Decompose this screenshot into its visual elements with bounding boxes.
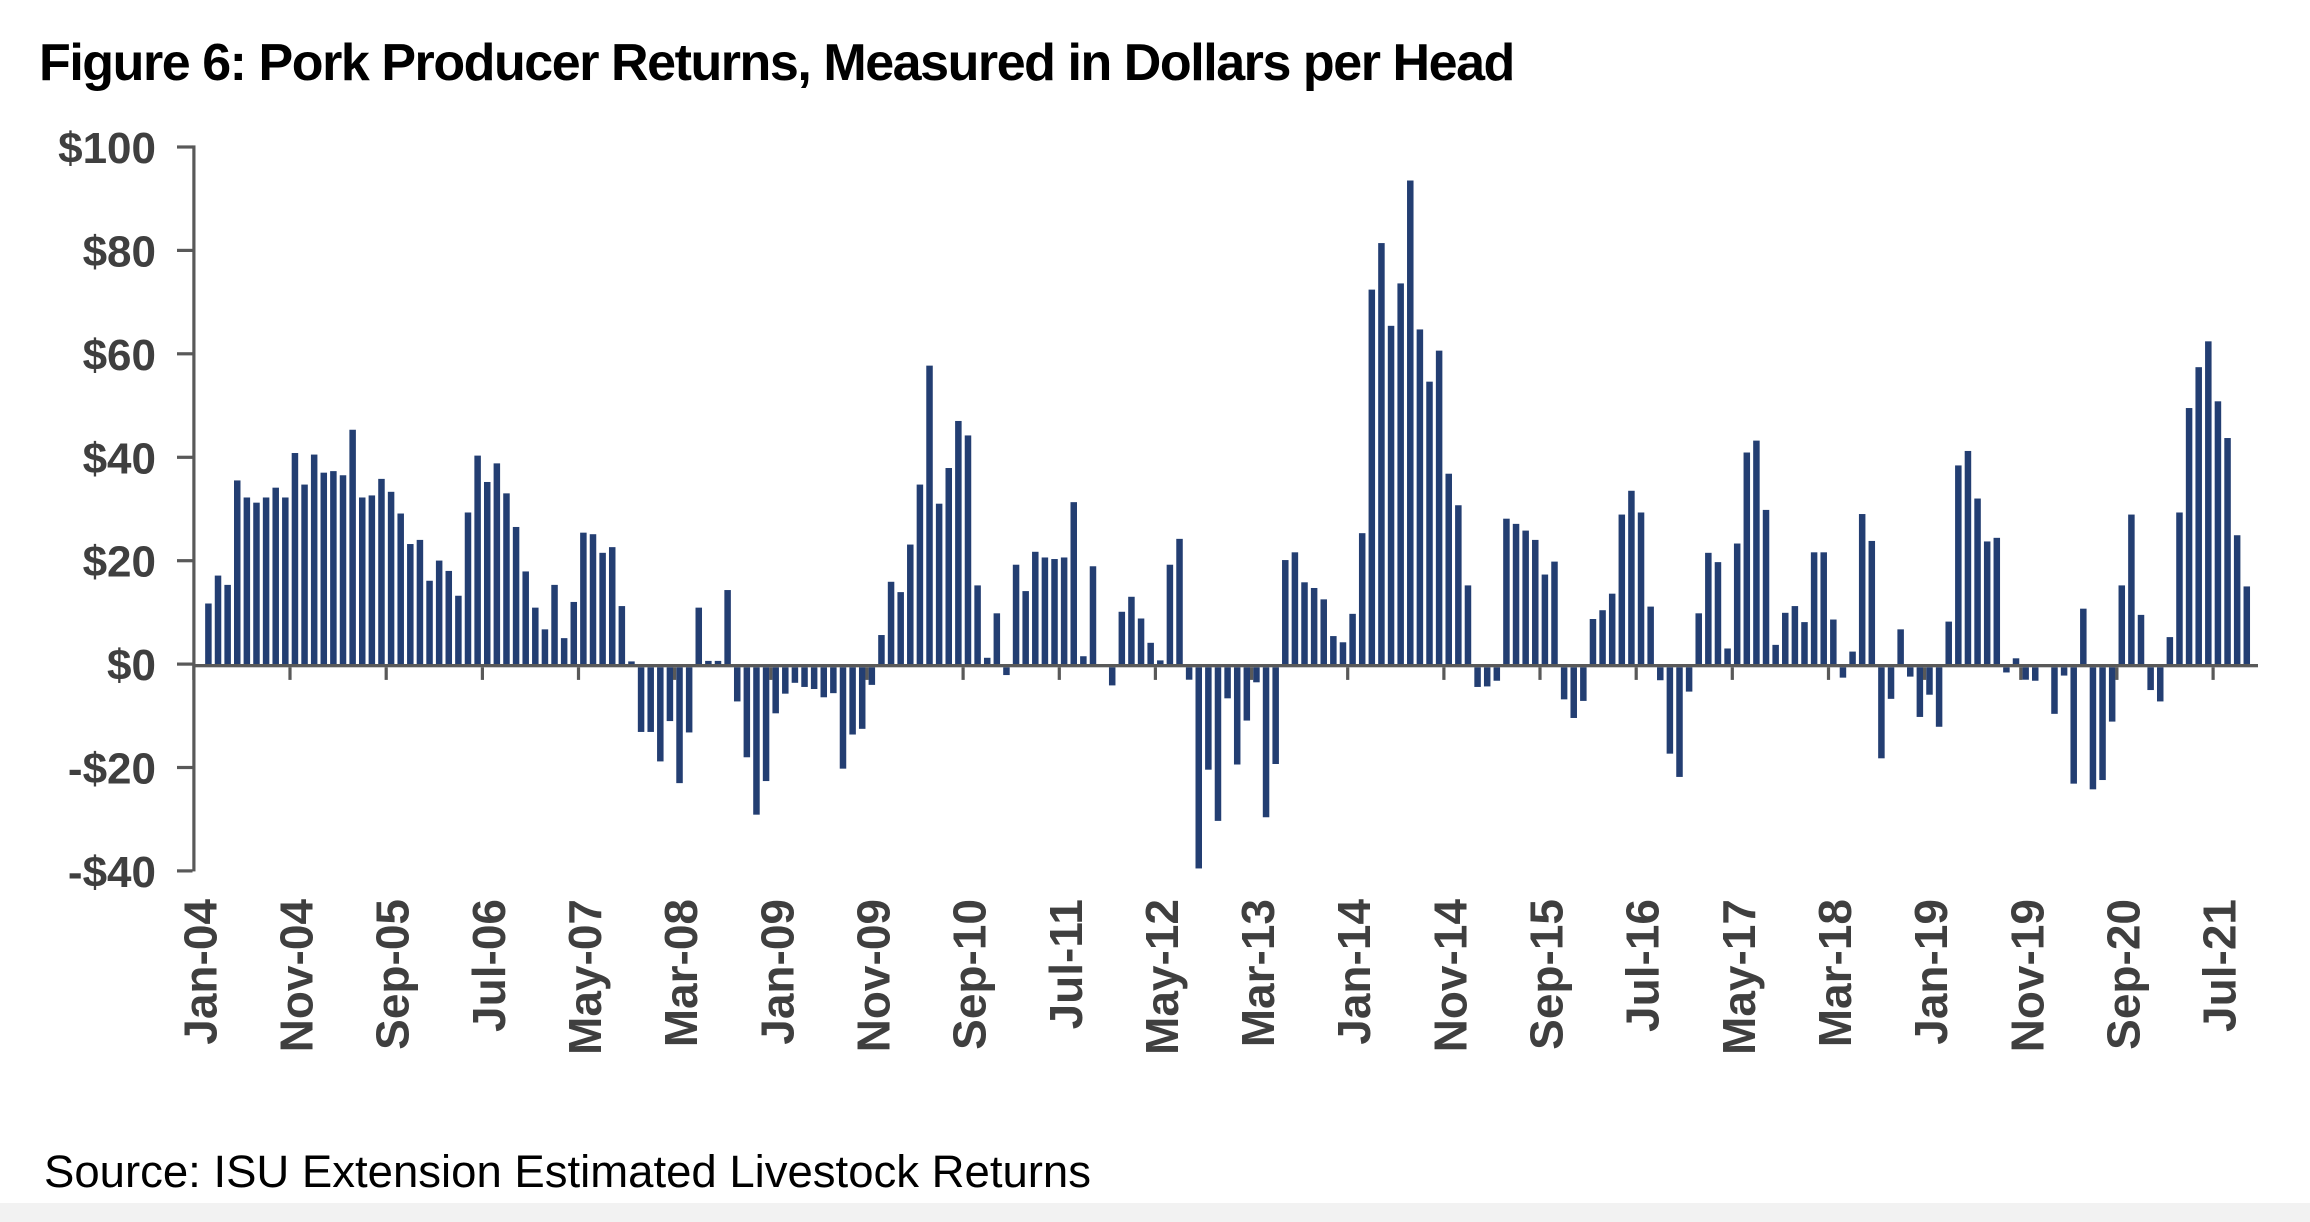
svg-text:Figure 6: Pork Producer Return: Figure 6: Pork Producer Returns, Measure… — [39, 34, 1514, 92]
svg-text:Sep-20: Sep-20 — [2097, 899, 2149, 1050]
svg-text:Jan-09: Jan-09 — [751, 899, 803, 1045]
svg-text:Source: ISU Extension Estimate: Source: ISU Extension Estimated Livestoc… — [44, 1146, 1091, 1197]
svg-text:May-17: May-17 — [1713, 899, 1765, 1055]
svg-text:$60: $60 — [83, 331, 156, 380]
svg-text:Jan-19: Jan-19 — [1905, 899, 1957, 1045]
svg-text:$100: $100 — [58, 124, 156, 173]
svg-text:Sep-05: Sep-05 — [367, 899, 419, 1050]
svg-text:May-07: May-07 — [559, 899, 611, 1055]
svg-text:-$40: -$40 — [68, 848, 156, 897]
svg-text:Jul-21: Jul-21 — [2194, 899, 2246, 1032]
svg-text:$20: $20 — [83, 538, 156, 587]
svg-text:Nov-19: Nov-19 — [2001, 899, 2053, 1052]
svg-text:Sep-10: Sep-10 — [944, 899, 996, 1050]
svg-text:Jan-04: Jan-04 — [174, 899, 226, 1045]
svg-text:Jul-11: Jul-11 — [1040, 899, 1092, 1029]
svg-text:Jul-06: Jul-06 — [463, 899, 515, 1032]
svg-text:May-12: May-12 — [1136, 899, 1188, 1055]
svg-text:$0: $0 — [107, 641, 156, 690]
svg-text:Nov-04: Nov-04 — [271, 899, 323, 1053]
svg-text:Mar-18: Mar-18 — [1809, 899, 1861, 1047]
svg-text:-$20: -$20 — [68, 745, 156, 794]
svg-text:Jan-14: Jan-14 — [1328, 899, 1380, 1045]
svg-text:Nov-14: Nov-14 — [1424, 899, 1476, 1053]
svg-text:Mar-13: Mar-13 — [1232, 899, 1284, 1047]
svg-text:Jul-16: Jul-16 — [1617, 899, 1669, 1032]
svg-text:$40: $40 — [83, 434, 156, 483]
svg-text:Nov-09: Nov-09 — [848, 899, 900, 1052]
svg-text:$80: $80 — [83, 227, 156, 276]
svg-text:Mar-08: Mar-08 — [655, 899, 707, 1047]
svg-text:Sep-15: Sep-15 — [1521, 899, 1573, 1050]
